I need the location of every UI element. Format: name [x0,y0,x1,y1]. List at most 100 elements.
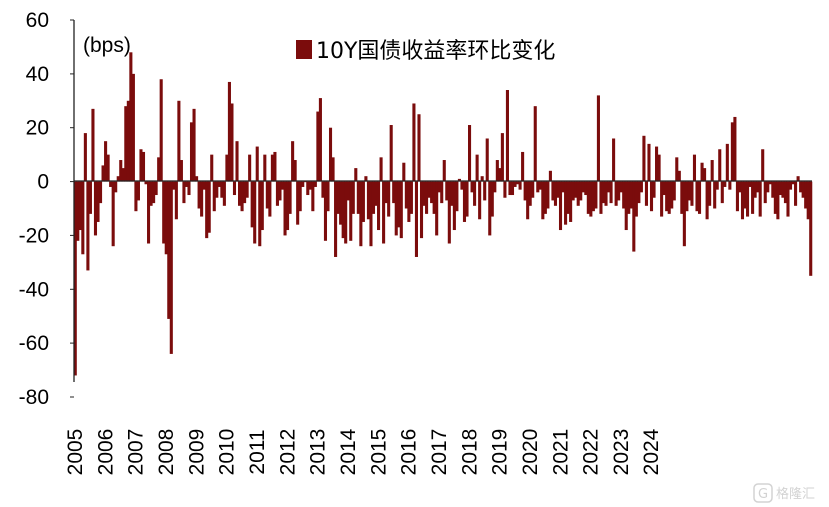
bar [465,181,469,217]
bar [93,181,98,236]
bar [531,181,535,198]
bar [141,151,146,182]
bar [596,95,600,182]
bar [149,181,153,206]
bar [286,181,290,231]
bar [96,181,100,222]
bar [243,181,247,204]
bar [624,181,628,231]
bar [700,162,704,182]
bar [402,162,406,182]
bar [662,181,666,196]
bar [248,154,252,182]
y-unit-label: (bps) [83,34,131,57]
bar [399,181,403,239]
x-tick-label: 2019 [489,429,512,476]
bar [710,160,714,182]
bar [182,181,186,204]
bar [561,181,565,193]
bar [346,181,350,201]
bar [341,181,345,239]
bar [480,176,484,182]
bar [632,181,636,252]
bar [498,168,502,182]
bar [538,181,542,190]
bar [104,141,108,182]
bar [379,157,383,182]
bar [730,122,734,182]
bar [796,176,800,182]
y-tick-label: -20 [19,224,49,247]
bar [412,103,416,182]
bar [794,181,798,206]
y-tick-label: -60 [19,332,49,355]
bar [240,181,244,212]
bar [442,160,446,182]
bar [157,157,161,182]
bar [384,181,388,204]
y-tick-label: -80 [19,386,49,409]
bar [574,181,578,198]
bar [738,181,742,193]
bar [687,181,691,201]
bar [591,181,595,212]
bar [503,181,507,198]
bar [374,181,378,206]
bar [275,181,279,206]
bar [253,181,257,244]
bar [207,181,211,233]
bar [758,181,762,217]
bar [371,181,376,214]
bar [460,181,464,190]
bar [288,181,292,214]
bar [81,181,85,255]
bar [116,176,120,182]
x-tick-label: 2005 [64,429,87,476]
bar [382,181,386,244]
bar [192,108,196,182]
bar [109,181,113,187]
bar [766,181,770,193]
bar [690,181,694,206]
bars-group [73,52,813,376]
x-tick-label: 2016 [398,429,421,476]
bar [546,181,550,209]
x-axis-ticks: 2005 2006 2007 2008 2009 2010 2011 2012 2013 2014… [64,428,663,475]
bar [781,181,785,198]
y-tick-label: -40 [19,278,49,301]
bar [323,181,328,241]
bar [430,181,434,204]
bar [647,143,651,182]
bar [268,181,272,217]
bar [685,181,689,212]
x-tick-label: 2014 [337,428,360,475]
bar [627,181,631,214]
x-tick-label: 2015 [367,429,390,476]
bar [746,181,750,217]
bar [566,181,570,214]
bar [718,149,722,182]
bar [195,176,199,182]
bar [238,181,242,206]
x-tick-label: 2020 [519,429,542,476]
bar [680,181,684,214]
bar [452,181,456,231]
watermark-text: 格隆汇 [776,486,815,502]
bar [331,157,335,182]
bar [799,181,803,193]
bar [124,106,128,182]
bar [437,181,441,193]
bar [599,181,603,214]
bar [227,81,231,182]
bar [326,181,330,212]
bar [407,181,411,222]
bar [470,181,474,193]
bar [364,176,368,182]
bar [435,181,439,236]
bar [291,141,295,182]
bar [639,181,643,193]
bar [86,181,90,271]
bar [114,181,118,193]
bar [344,181,348,244]
legend-label: 10Y国债收益率环比变化 [316,39,555,64]
